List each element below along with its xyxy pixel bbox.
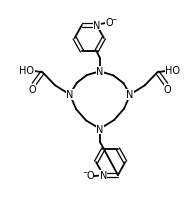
Text: N: N xyxy=(100,170,107,180)
Text: O: O xyxy=(86,170,94,180)
Text: N: N xyxy=(96,67,104,77)
Text: N: N xyxy=(126,90,134,100)
Text: $^{-}$: $^{-}$ xyxy=(111,16,118,25)
Text: O: O xyxy=(164,84,172,94)
Text: O: O xyxy=(106,18,113,28)
Text: N: N xyxy=(66,90,74,100)
Text: HO: HO xyxy=(19,65,34,75)
Text: O: O xyxy=(28,84,36,94)
Text: N: N xyxy=(96,124,104,134)
Text: HO: HO xyxy=(165,65,181,75)
Text: N: N xyxy=(93,21,100,31)
Text: $^{-}$: $^{-}$ xyxy=(82,168,89,177)
